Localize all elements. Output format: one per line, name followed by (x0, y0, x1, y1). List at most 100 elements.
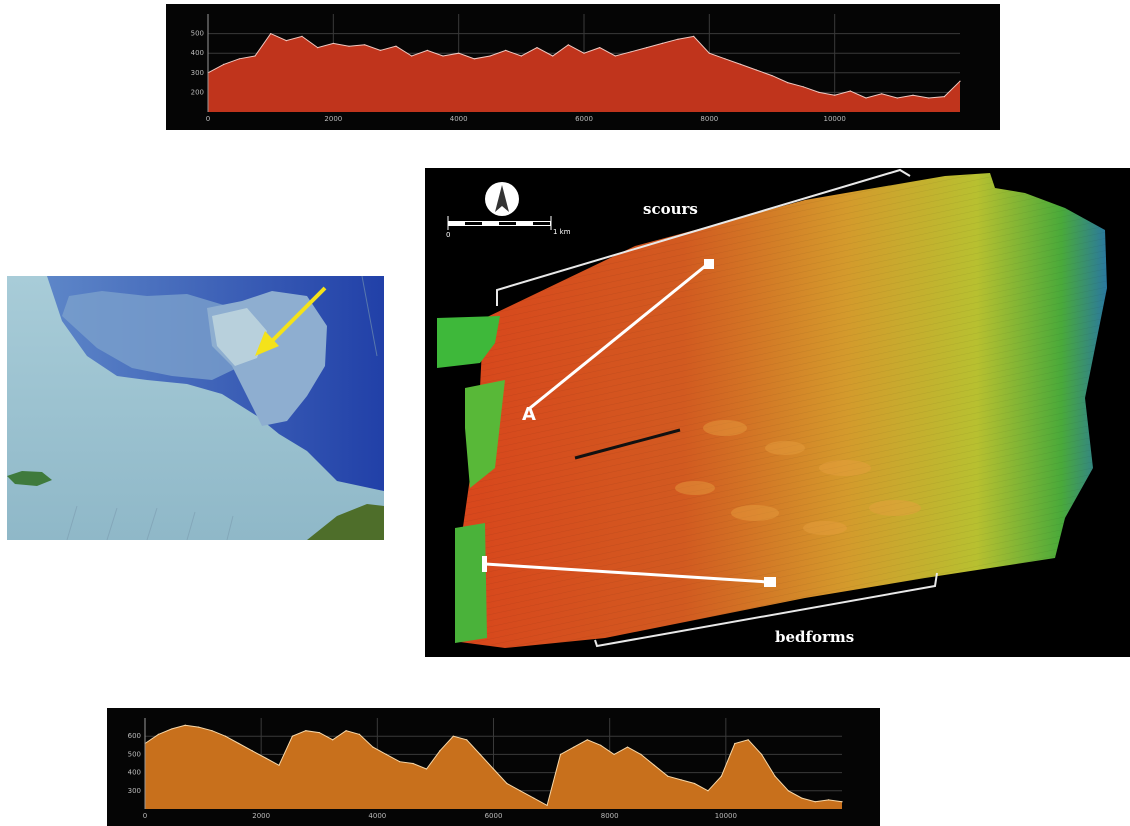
profile-point (614, 55, 616, 57)
profile-point (546, 804, 548, 806)
profile-point (653, 764, 655, 766)
profile-point (827, 799, 830, 801)
land-southeast (307, 504, 384, 540)
y-tick-label: 300 (191, 69, 204, 77)
profile-point (834, 94, 836, 96)
profile-point (395, 45, 397, 47)
profile-point (552, 55, 554, 57)
profile-point (285, 40, 287, 42)
profile-point (270, 33, 272, 35)
green-lobe-north (437, 316, 500, 368)
profile-point (586, 739, 588, 741)
profile-point (801, 797, 803, 799)
island-west (7, 471, 52, 486)
profile-point (646, 47, 648, 49)
bathymetry-map: scours bedforms A (425, 168, 1130, 657)
profile-point (519, 790, 521, 792)
profile-point (358, 733, 361, 735)
profile-point (254, 55, 256, 57)
profile-point (489, 55, 491, 57)
profile-line-b (484, 562, 769, 584)
y-tick-label: 400 (191, 49, 204, 57)
profile-point (865, 97, 867, 99)
profile-area (145, 725, 842, 809)
profile-point (661, 42, 663, 45)
profile-point (318, 731, 320, 734)
x-tick-label: 6000 (575, 115, 593, 123)
profile-point (774, 775, 776, 777)
x-tick-label: 0 (206, 115, 210, 123)
profile-point (479, 753, 481, 755)
profile-point (740, 63, 742, 65)
north-arrow-needle (495, 185, 509, 212)
y-tick-label: 500 (128, 750, 141, 758)
profile-point (238, 58, 240, 60)
profile-point (881, 93, 883, 95)
profile-point (439, 750, 441, 752)
profile-point (171, 728, 173, 730)
bedform-ridges (675, 420, 921, 535)
x-tick-label: 6000 (485, 812, 503, 820)
slope-region (62, 291, 247, 380)
profile-point (573, 746, 575, 748)
location-arrow-shaft (267, 286, 327, 346)
profile-point (364, 44, 366, 46)
profile-point (458, 52, 460, 54)
profile-b-start-marker (482, 556, 487, 572)
profile-point (184, 724, 186, 726)
x-tick-label: 8000 (700, 115, 718, 123)
scale-start-label: 0 (446, 231, 450, 239)
profile-point (251, 750, 253, 752)
x-tick-label: 10000 (824, 115, 846, 123)
profile-a-end-marker (704, 259, 714, 269)
profile-point (802, 86, 804, 88)
location-map (7, 276, 384, 540)
x-tick-label: 2000 (324, 115, 342, 123)
profile-point (198, 726, 200, 728)
profile-point (928, 97, 930, 99)
green-lobe-south (455, 523, 487, 643)
scours-bracket (496, 168, 911, 306)
profile-point (473, 58, 475, 60)
profile-point (520, 55, 522, 57)
profile-point (317, 47, 319, 49)
profile-point (505, 49, 507, 52)
profile-point (707, 790, 709, 792)
scour-mark (574, 428, 681, 460)
y-tick-label: 600 (128, 732, 141, 740)
profile-point (771, 75, 773, 77)
scours-label: scours (643, 200, 698, 218)
y-tick-label: 300 (128, 787, 141, 795)
profile-b-end-marker (764, 577, 776, 587)
profile-point (747, 739, 749, 741)
profile-point (613, 753, 615, 755)
bathymetry-map-graphic: scours bedforms A (437, 168, 1107, 648)
y-tick-label: 500 (191, 30, 204, 38)
y-tick-label: 200 (191, 88, 204, 96)
x-tick-label: 4000 (368, 812, 386, 820)
profile-point (943, 96, 945, 98)
profile-point (724, 58, 726, 60)
profile-point (959, 80, 961, 82)
profile-point (238, 742, 240, 745)
profile-point (583, 52, 585, 54)
profile-point (912, 94, 914, 96)
profile-point (667, 775, 669, 777)
profile-point (223, 63, 225, 65)
bank-top (212, 308, 267, 366)
profile-point (411, 55, 413, 57)
profile-point (693, 782, 696, 785)
bottom-depth-profile: 300 400 500 600 0 2000 4000 6000 8000 10000 (107, 708, 880, 826)
profile-point (265, 757, 267, 759)
profile-point (452, 735, 454, 737)
profile-point (600, 744, 602, 746)
profile-point (630, 51, 632, 53)
profile-point (626, 746, 629, 748)
profile-point (492, 768, 495, 770)
profile-point (399, 761, 401, 763)
profile-point (559, 753, 562, 755)
profile-point (680, 779, 682, 781)
profile-point (640, 753, 642, 755)
